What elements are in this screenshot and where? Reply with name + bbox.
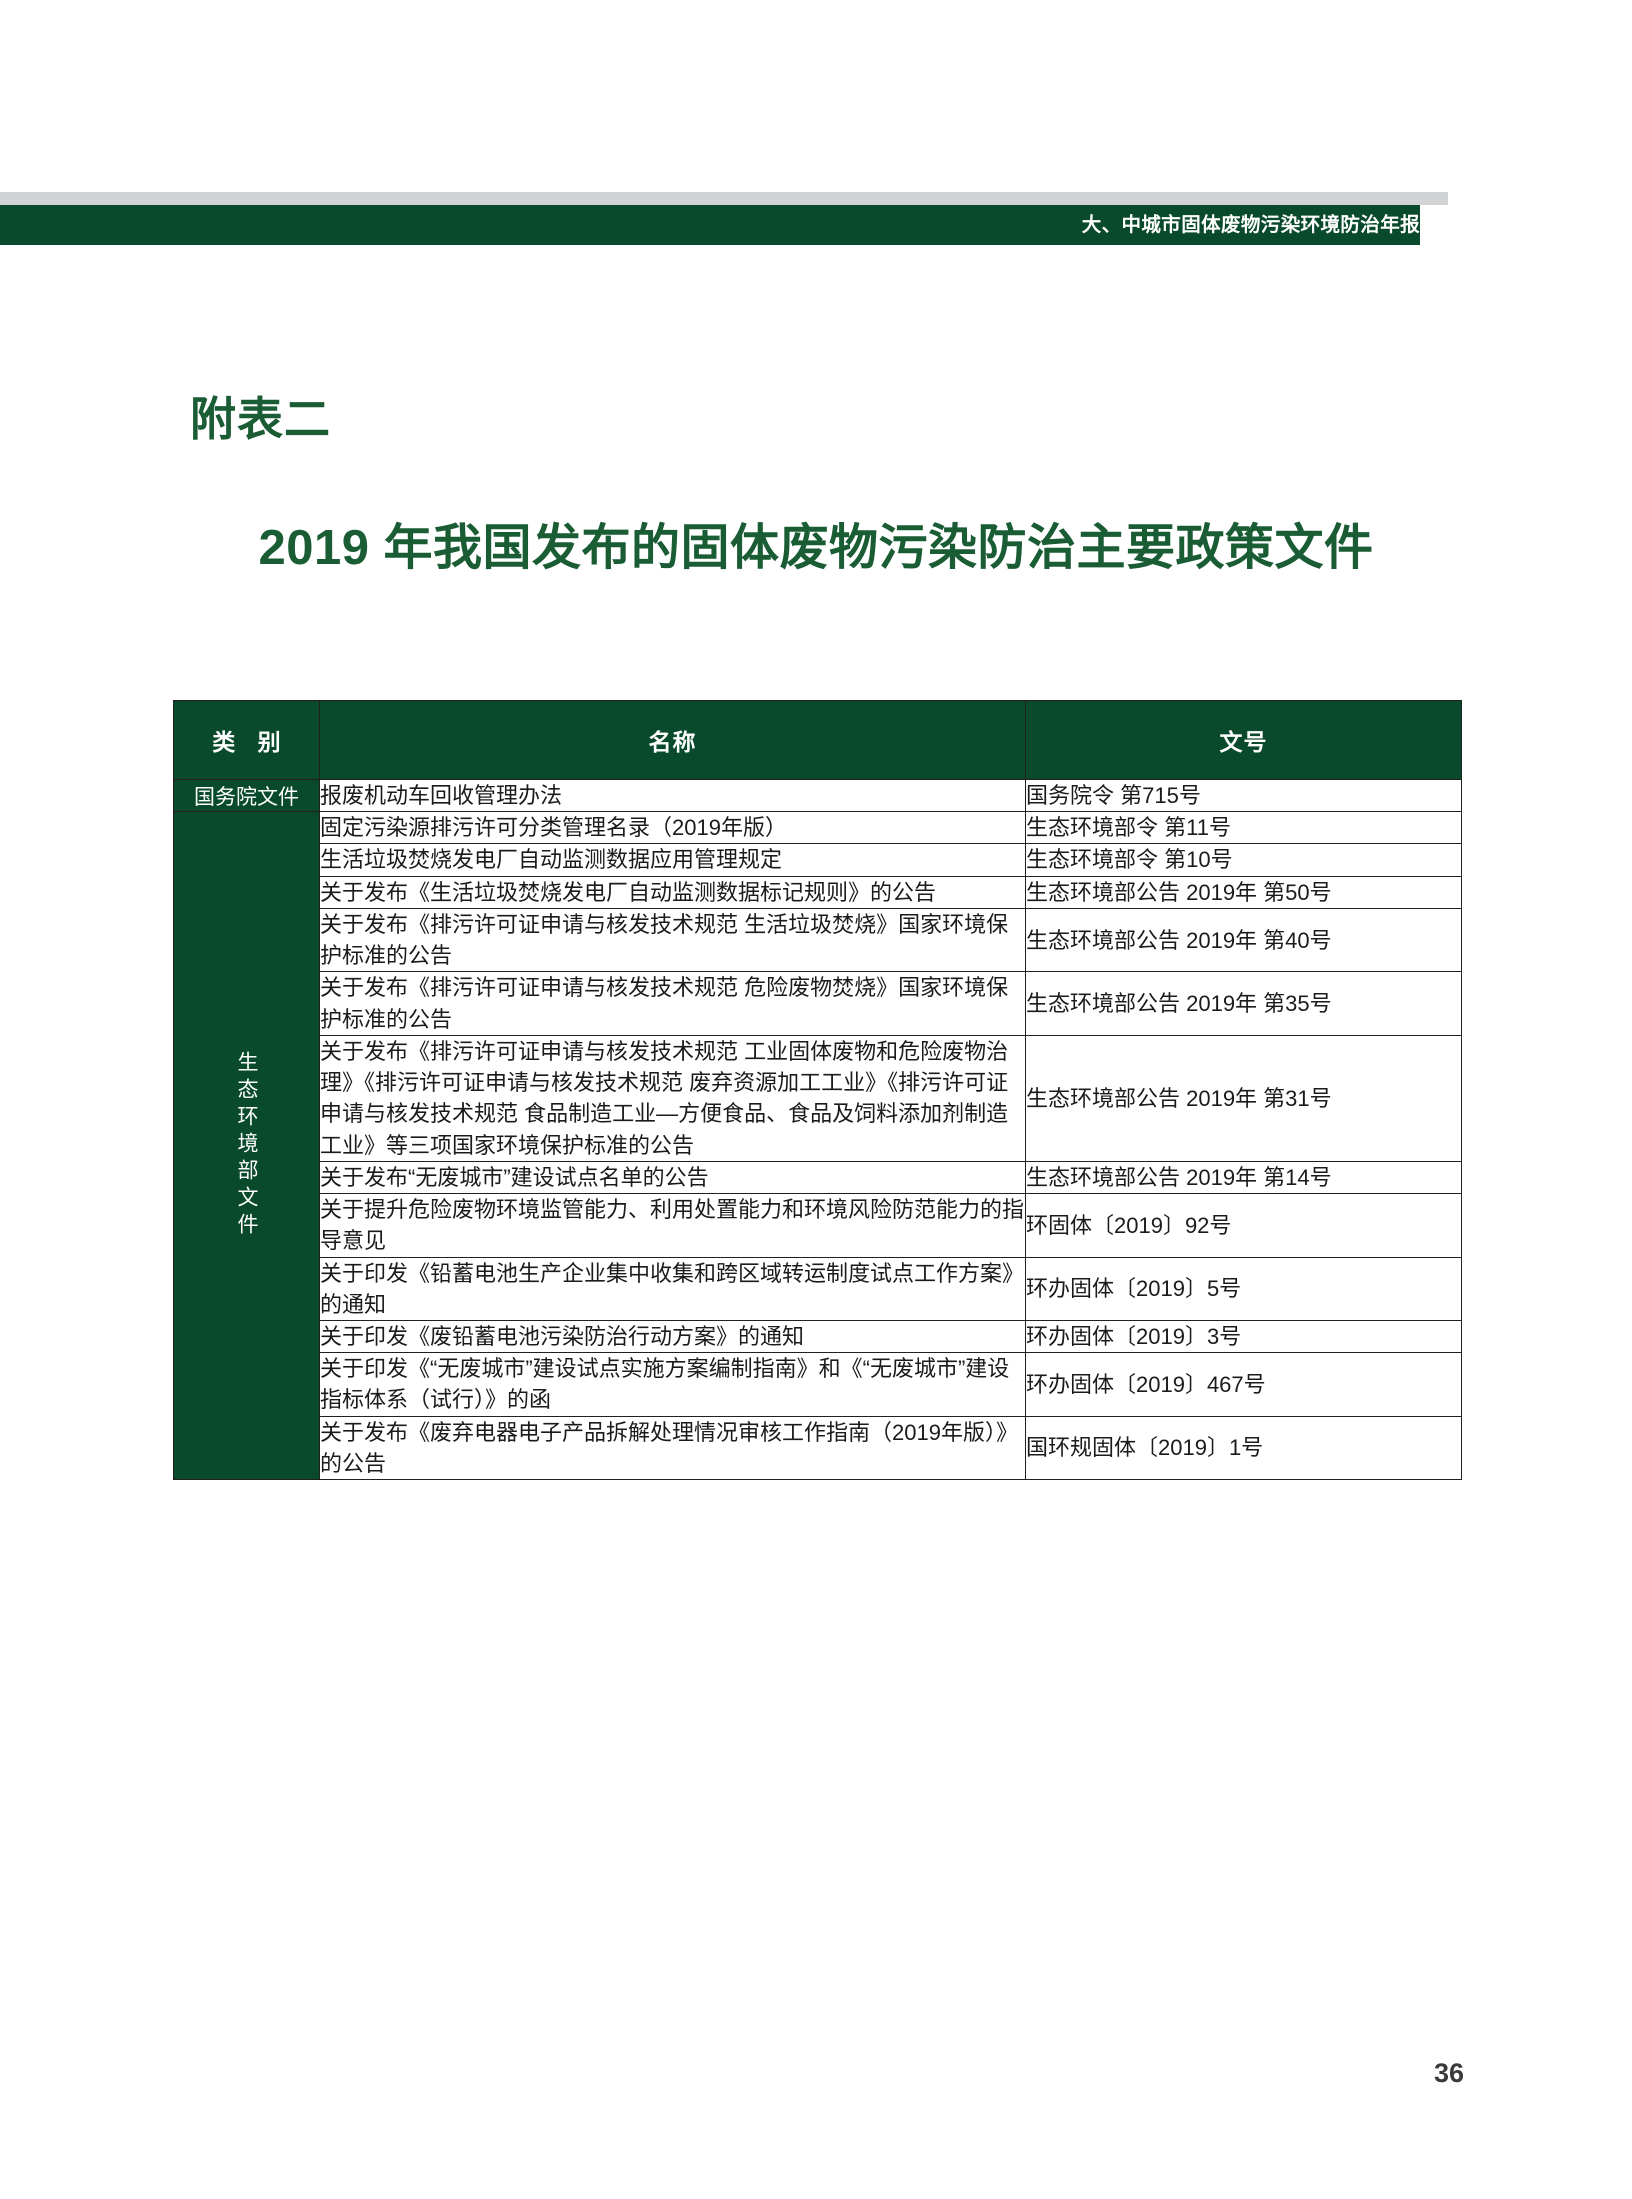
table-row: 关于发布《生活垃圾焚烧发电厂自动监测数据标记规则》的公告 生态环境部公告 201…	[174, 875, 1462, 909]
table-row: 生态环境部文件 固定污染源排污许可分类管理名录（2019年版） 生态环境部令 第…	[173, 811, 1462, 1481]
column-header-name: 名称	[319, 700, 1026, 780]
table-row: 关于印发《铅蓄电池生产企业集中收集和跨区域转运制度试点工作方案》的通知 环办固体…	[174, 1256, 1462, 1321]
policy-docno: 国环规固体〔2019〕1号	[1025, 1415, 1462, 1481]
table-row: 关于提升危险废物环境监管能力、利用处置能力和环境风险防范能力的指导意见 环固体〔…	[174, 1193, 1462, 1258]
policy-name: 关于提升危险废物环境监管能力、利用处置能力和环境风险防范能力的指导意见	[319, 1193, 1026, 1258]
policy-docno: 生态环境部令 第11号	[1025, 811, 1462, 845]
column-header-category: 类 别	[173, 700, 320, 780]
table-row: 关于发布“无废城市”建设试点名单的公告 生态环境部公告 2019年 第14号	[174, 1160, 1462, 1195]
table-row: 国务院文件 报废机动车回收管理办法 国务院令 第715号	[173, 778, 1462, 813]
running-header: 大、中城市固体废物污染环境防治年报	[0, 192, 1448, 245]
table-body: 国务院文件 报废机动车回收管理办法 国务院令 第715号 生态环境部文件 固定污…	[173, 778, 1462, 1481]
policy-table-container: 类 别 名称 文号 国务院文件 报废机动车回收管理办法 国务院令 第715号 生…	[173, 700, 1462, 1481]
table-row: 关于发布《排污许可证申请与核发技术规范 生活垃圾焚烧》国家环境保护标准的公告 生…	[174, 907, 1462, 973]
policy-docno: 生态环境部公告 2019年 第14号	[1025, 1160, 1462, 1195]
annex-label: 附表二	[190, 393, 331, 445]
table-row: 关于印发《“无废城市”建设试点实施方案编制指南》和《“无废城市”建设指标体系（试…	[174, 1352, 1462, 1417]
policy-docno: 环办固体〔2019〕467号	[1025, 1352, 1462, 1417]
policy-docno: 生态环境部公告 2019年 第35号	[1025, 971, 1462, 1036]
policy-table: 类 别 名称 文号 国务院文件 报废机动车回收管理办法 国务院令 第715号 生…	[173, 700, 1462, 1481]
header-green-band	[0, 205, 1420, 245]
policy-docno: 国务院令 第715号	[1025, 778, 1462, 813]
policy-docno: 生态环境部公告 2019年 第40号	[1025, 907, 1462, 973]
category-cell-state-council: 国务院文件	[173, 778, 320, 813]
table-row: 生活垃圾焚烧发电厂自动监测数据应用管理规定 生态环境部令 第10号	[174, 843, 1462, 877]
policy-name: 关于印发《“无废城市”建设试点实施方案编制指南》和《“无废城市”建设指标体系（试…	[319, 1352, 1026, 1417]
policy-name: 关于印发《铅蓄电池生产企业集中收集和跨区域转运制度试点工作方案》的通知	[319, 1256, 1026, 1321]
policy-docno: 生态环境部公告 2019年 第50号	[1025, 875, 1462, 909]
table-row: 关于发布《排污许可证申请与核发技术规范 工业固体废物和危险废物治理》《排污许可证…	[174, 1034, 1462, 1162]
page-number: 36	[1433, 2058, 1464, 2088]
category-vertical-wrap: 生态环境部文件	[174, 1051, 319, 1240]
table-header-row: 类 别 名称 文号	[173, 700, 1462, 780]
running-header-title: 大、中城市固体废物污染环境防治年报	[1081, 214, 1420, 236]
policy-name: 生活垃圾焚烧发电厂自动监测数据应用管理规定	[319, 843, 1026, 877]
policy-name: 报废机动车回收管理办法	[319, 778, 1026, 813]
table-row: 关于印发《废铅蓄电池污染防治行动方案》的通知 环办固体〔2019〕3号	[174, 1319, 1462, 1354]
policy-name: 关于印发《废铅蓄电池污染防治行动方案》的通知	[319, 1319, 1026, 1354]
policy-docno: 环办固体〔2019〕3号	[1025, 1319, 1462, 1354]
category-vertical-label: 生态环境部文件	[235, 1051, 258, 1241]
table-row: 关于发布《排污许可证申请与核发技术规范 危险废物焚烧》国家环境保护标准的公告 生…	[174, 971, 1462, 1036]
policy-name: 固定污染源排污许可分类管理名录（2019年版）	[319, 811, 1026, 845]
table-row: 关于发布《废弃电器电子产品拆解处理情况审核工作指南（2019年版）》的公告 国环…	[174, 1415, 1462, 1481]
policy-docno: 生态环境部令 第10号	[1025, 843, 1462, 877]
policy-name: 关于发布《废弃电器电子产品拆解处理情况审核工作指南（2019年版）》的公告	[319, 1415, 1026, 1481]
policy-name: 关于发布《排污许可证申请与核发技术规范 危险废物焚烧》国家环境保护标准的公告	[319, 971, 1026, 1036]
policy-docno: 生态环境部公告 2019年 第31号	[1025, 1034, 1462, 1162]
policy-docno: 环办固体〔2019〕5号	[1025, 1256, 1462, 1321]
policy-name: 关于发布《排污许可证申请与核发技术规范 工业固体废物和危险废物治理》《排污许可证…	[319, 1034, 1026, 1162]
column-header-docno: 文号	[1025, 700, 1462, 780]
category-cell-mee: 生态环境部文件	[173, 811, 320, 1481]
policy-name: 关于发布《排污许可证申请与核发技术规范 生活垃圾焚烧》国家环境保护标准的公告	[319, 907, 1026, 973]
table-header: 类 别 名称 文号	[173, 700, 1462, 780]
policy-name: 关于发布“无废城市”建设试点名单的公告	[319, 1160, 1026, 1195]
policy-docno: 环固体〔2019〕92号	[1025, 1193, 1462, 1258]
header-gray-band	[0, 192, 1448, 205]
page-title: 2019 年我国发布的固体废物污染防治主要政策文件	[258, 521, 1374, 575]
policy-name: 关于发布《生活垃圾焚烧发电厂自动监测数据标记规则》的公告	[319, 875, 1026, 909]
